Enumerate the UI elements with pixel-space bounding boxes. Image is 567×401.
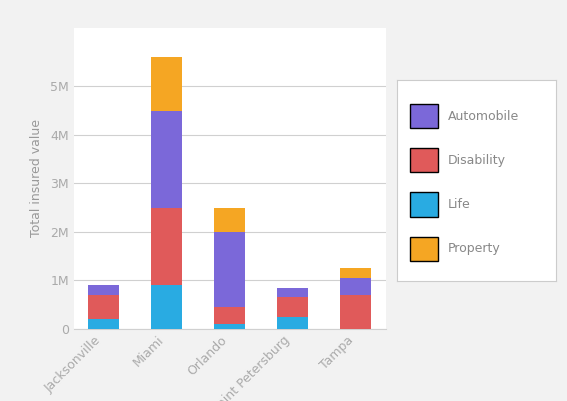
Bar: [151, 285, 183, 329]
Bar: [214, 307, 246, 324]
FancyBboxPatch shape: [409, 148, 438, 172]
Text: Disability: Disability: [448, 154, 506, 167]
Bar: [340, 278, 371, 295]
Bar: [277, 317, 308, 329]
Y-axis label: Total insured value: Total insured value: [30, 119, 43, 237]
Bar: [277, 297, 308, 317]
Bar: [151, 57, 183, 111]
Bar: [151, 111, 183, 208]
FancyBboxPatch shape: [409, 192, 438, 217]
FancyBboxPatch shape: [409, 237, 438, 261]
Bar: [214, 232, 246, 307]
Bar: [151, 208, 183, 285]
Text: Life: Life: [448, 198, 471, 211]
Bar: [277, 288, 308, 297]
FancyBboxPatch shape: [409, 104, 438, 128]
Bar: [88, 319, 120, 329]
Bar: [88, 285, 120, 295]
Bar: [214, 208, 246, 232]
Bar: [214, 324, 246, 329]
Bar: [340, 268, 371, 278]
Text: Property: Property: [448, 242, 501, 255]
Text: Automobile: Automobile: [448, 110, 519, 123]
Bar: [88, 295, 120, 319]
Bar: [340, 295, 371, 329]
